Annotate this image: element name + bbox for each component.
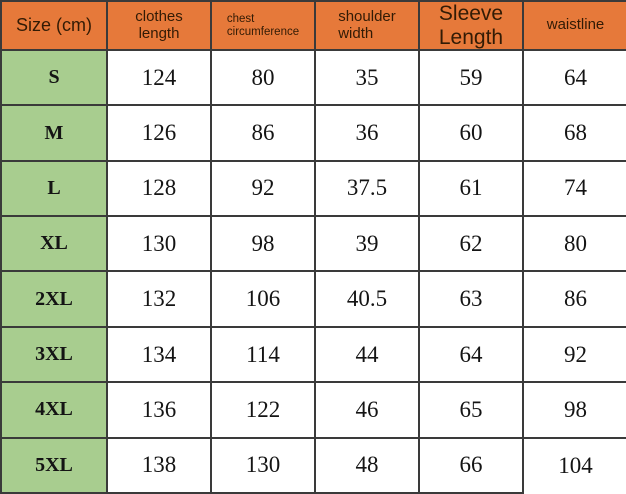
value-cell: 98 — [522, 381, 626, 439]
value-cell: 61 — [418, 159, 524, 218]
table-row-l: L 128 92 37.5 61 74 — [0, 159, 626, 218]
table-row-xl: XL 130 98 39 62 80 — [0, 215, 626, 273]
header-row: Size (cm) clothes length chest circumfer… — [0, 0, 626, 52]
header-chest-circumference-label: chest circumference — [226, 12, 300, 38]
size-cell: 3XL — [0, 325, 108, 384]
value-cell: 92 — [210, 159, 316, 218]
value-cell: 39 — [314, 215, 420, 273]
size-cell: 4XL — [0, 381, 108, 439]
value-cell: 130 — [106, 215, 212, 273]
value-cell: 37.5 — [314, 159, 420, 218]
value-cell: 80 — [210, 49, 316, 107]
value-cell: 64 — [418, 325, 524, 384]
table-row-s: S 124 80 35 59 64 — [0, 49, 626, 107]
value-cell: 62 — [418, 215, 524, 273]
value-cell: 136 — [106, 381, 212, 439]
value-cell: 86 — [210, 104, 316, 162]
header-clothes-length: clothes length — [106, 0, 212, 52]
value-cell: 106 — [210, 270, 316, 328]
value-cell: 130 — [210, 436, 316, 494]
header-shoulder-width-label: shoulder width — [338, 7, 396, 42]
value-cell: 122 — [210, 381, 316, 439]
table-row-2xl: 2XL 132 106 40.5 63 86 — [0, 270, 626, 328]
value-cell: 44 — [314, 325, 420, 384]
table-row-m: M 126 86 36 60 68 — [0, 104, 626, 162]
value-cell: 48 — [314, 436, 420, 494]
table-row-4xl: 4XL 136 122 46 65 98 — [0, 381, 626, 439]
value-cell: 128 — [106, 159, 212, 218]
size-cell: 2XL — [0, 270, 108, 328]
size-cell: L — [0, 159, 108, 218]
value-cell: 66 — [418, 436, 524, 494]
value-cell: 46 — [314, 381, 420, 439]
value-cell: 126 — [106, 104, 212, 162]
header-chest-circumference: chest circumference — [210, 0, 316, 52]
header-waistline: waistline — [522, 0, 626, 52]
header-clothes-length-label: clothes length — [135, 7, 183, 42]
value-cell: 63 — [418, 270, 524, 328]
size-cell: 5XL — [0, 436, 108, 494]
value-cell: 92 — [522, 325, 626, 384]
header-waistline-label: waistline — [546, 16, 605, 34]
value-cell: 59 — [418, 49, 524, 107]
value-cell: 138 — [106, 436, 212, 494]
value-cell: 36 — [314, 104, 420, 162]
value-cell: 64 — [522, 49, 626, 107]
value-cell: 35 — [314, 49, 420, 107]
value-cell: 132 — [106, 270, 212, 328]
header-size-label: Size (cm) — [16, 15, 92, 36]
value-cell: 104 — [522, 436, 626, 493]
header-sleeve-length: Sleeve Length — [418, 0, 524, 52]
header-shoulder-width: shoulder width — [314, 0, 420, 52]
table-row-5xl: 5XL 138 130 48 66 104 — [0, 436, 626, 494]
table-row-3xl: 3XL 134 114 44 64 92 — [0, 325, 626, 384]
value-cell: 74 — [522, 159, 626, 218]
value-cell: 98 — [210, 215, 316, 273]
value-cell: 65 — [418, 381, 524, 439]
value-cell: 86 — [522, 270, 626, 328]
value-cell: 124 — [106, 49, 212, 107]
value-cell: 68 — [522, 104, 626, 162]
value-cell: 114 — [210, 325, 316, 384]
value-cell: 40.5 — [314, 270, 420, 328]
value-cell: 80 — [522, 215, 626, 273]
size-cell: S — [0, 49, 108, 107]
size-cell: M — [0, 104, 108, 162]
header-size: Size (cm) — [0, 0, 108, 52]
value-cell: 134 — [106, 325, 212, 384]
value-cell: 60 — [418, 104, 524, 162]
header-sleeve-length-label: Sleeve Length — [438, 2, 504, 49]
size-cell: XL — [0, 215, 108, 273]
